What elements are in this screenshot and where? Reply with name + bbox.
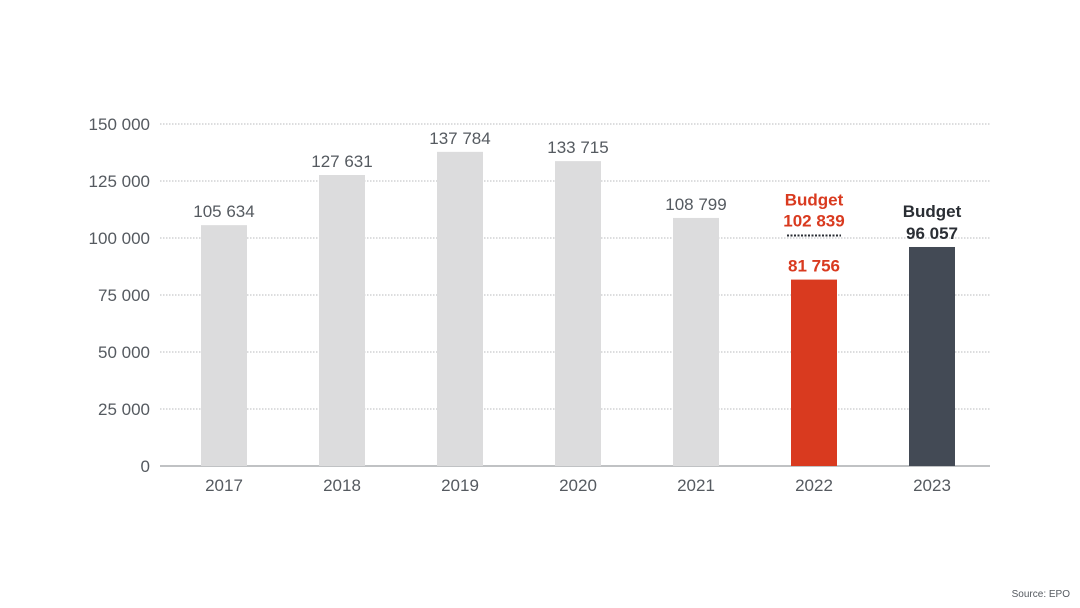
y-tick-label: 125 000 — [89, 172, 150, 191]
bar-2023 — [909, 247, 955, 466]
bar-2022 — [791, 280, 837, 466]
x-tick-label: 2019 — [441, 476, 479, 495]
value-label: 96 057 — [906, 224, 958, 243]
bar-2019 — [437, 152, 483, 466]
value-label: 133 715 — [547, 138, 608, 157]
x-tick-label: 2020 — [559, 476, 597, 495]
y-tick-label: 150 000 — [89, 115, 150, 134]
x-tick-label: 2017 — [205, 476, 243, 495]
x-tick-label: 2018 — [323, 476, 361, 495]
y-tick-label: 0 — [141, 457, 150, 476]
budget-label: Budget — [903, 202, 962, 221]
value-label: 127 631 — [311, 152, 372, 171]
x-tick-label: 2023 — [913, 476, 951, 495]
bar-2017 — [201, 225, 247, 466]
bar-2020 — [555, 161, 601, 466]
bar-2021 — [673, 218, 719, 466]
budget-label: Budget — [785, 191, 844, 210]
y-tick-label: 75 000 — [98, 286, 150, 305]
x-tick-label: 2021 — [677, 476, 715, 495]
y-tick-label: 100 000 — [89, 229, 150, 248]
value-label: 137 784 — [429, 129, 490, 148]
y-tick-label: 50 000 — [98, 343, 150, 362]
x-tick-label: 2022 — [795, 476, 833, 495]
y-tick-label: 25 000 — [98, 400, 150, 419]
x-axis-tick-labels: 2017 2018 2019 2020 2021 2022 2023 — [205, 476, 951, 495]
y-axis-tick-labels: 0 25 000 50 000 75 000 100 000 125 000 150 000 — [89, 115, 150, 476]
budget-value-label: 102 839 — [783, 212, 844, 231]
value-label: 81 756 — [788, 257, 840, 276]
value-label: 108 799 — [665, 195, 726, 214]
bar-2018 — [319, 175, 365, 466]
value-label: 105 634 — [193, 202, 254, 221]
source-note: Source: EPO — [1012, 589, 1070, 600]
